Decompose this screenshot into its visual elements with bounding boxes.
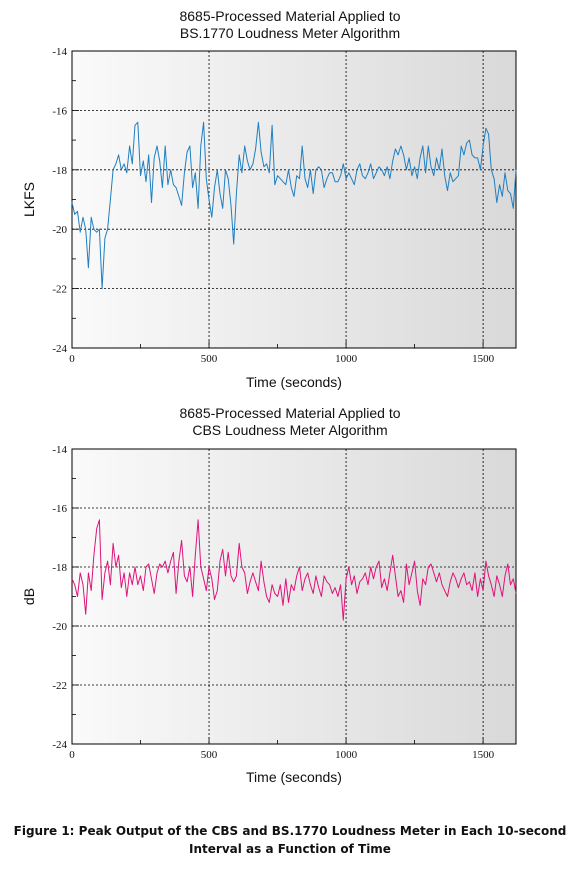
chart2-y-tick-label: -18 <box>52 562 67 574</box>
chart1-plot-area <box>71 50 517 349</box>
chart2-title-line2: CBS Loudness Meter Algorithm <box>192 422 388 438</box>
chart2-x-tick-label: 1000 <box>335 749 358 761</box>
chart1-y-tick-label: -18 <box>52 165 67 177</box>
chart1-plot: -24 -22 -20 -18 -16 -14 0 500 1000 1500 Time (seco… <box>21 46 517 390</box>
chart1-x-tick-label: 0 <box>69 353 75 365</box>
chart1-y-tick-label: -20 <box>52 224 67 236</box>
figure-caption: Figure 1: Peak Output of the CBS and BS.… <box>0 822 580 858</box>
chart2-plot: -24 -22 -20 -18 -16 -14 0 500 1000 1500 Time (seco… <box>21 444 517 785</box>
chart1-x-tick-label: 500 <box>201 353 218 365</box>
chart2-x-tick-label: 0 <box>69 749 75 761</box>
chart1-x-axis-label: Time (seconds) <box>246 374 342 390</box>
chart2-y-tick-label: -22 <box>52 680 67 692</box>
chart2-x-tick-label: 500 <box>201 749 218 761</box>
chart1-x-tick-label: 1500 <box>472 353 495 365</box>
chart2-x-axis-label: Time (seconds) <box>246 769 342 785</box>
chart2-plot-area <box>71 448 517 745</box>
chart1-y-tick-label: -14 <box>52 46 67 58</box>
chart1-title: 8685-Processed Material Applied to BS.17… <box>0 8 580 42</box>
chart1-title-line1: 8685-Processed Material Applied to <box>179 8 401 24</box>
chart2-y-axis-label: dB <box>21 588 37 605</box>
chart2-series-line <box>71 519 517 621</box>
chart1-series-line <box>71 121 517 290</box>
caption-line1: Figure 1: Peak Output of the CBS and BS.… <box>13 824 567 838</box>
chart1-y-tick-label: -22 <box>52 284 67 296</box>
chart1-y-axis-label: LKFS <box>21 182 37 217</box>
chart1-x-tick-label: 1000 <box>335 353 358 365</box>
chart2-y-tick-label: -16 <box>52 503 67 515</box>
chart2-y-tick-label: -20 <box>52 621 67 633</box>
chart2-x-tick-label: 1500 <box>472 749 495 761</box>
caption-line2: Interval as a Function of Time <box>189 842 391 856</box>
chart2-y-tick-label: -24 <box>52 739 67 751</box>
chart2-y-tick-label: -14 <box>52 444 67 456</box>
chart2-title: 8685-Processed Material Applied to CBS L… <box>0 405 580 439</box>
chart1-y-tick-label: -24 <box>52 343 67 355</box>
chart1-title-line2: BS.1770 Loudness Meter Algorithm <box>179 25 401 41</box>
chart2-title-line1: 8685-Processed Material Applied to <box>179 405 401 421</box>
chart1-y-tick-label: -16 <box>52 105 67 117</box>
